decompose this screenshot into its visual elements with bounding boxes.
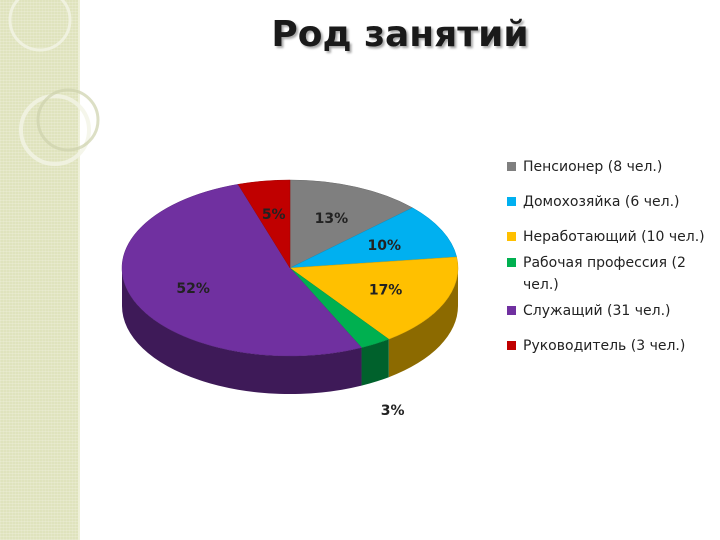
- pie-slice: [289, 179, 414, 269]
- legend-swatch: [507, 306, 516, 315]
- decorative-rings: [8, 0, 100, 166]
- pie-slice-side: [388, 268, 458, 378]
- side-panel-divider: [78, 0, 80, 540]
- pie-label-group: 13% 10% 17% 3% 52% 5%: [176, 207, 404, 419]
- legend-label: Служащий (31 чел.): [523, 303, 671, 319]
- pie-slice-side: [361, 339, 389, 386]
- data-label: 5%: [262, 207, 286, 223]
- data-label: 10%: [367, 238, 401, 254]
- pie-slice: [289, 256, 459, 340]
- pie-slice: [289, 207, 457, 269]
- legend-label: Пенсионер (8 чел.): [523, 159, 663, 175]
- legend-label: Неработающий (10 чел.): [523, 229, 705, 245]
- legend-label: Руководитель (3 чел.): [523, 338, 686, 354]
- pie-side-group: [122, 268, 458, 395]
- pie-slice: [121, 184, 362, 357]
- pie-slice-side: [122, 268, 362, 395]
- slide-title: Род занятий: [271, 14, 529, 55]
- legend-label: Рабочая профессия (2 чел.): [523, 255, 686, 293]
- legend-swatch: [507, 232, 516, 241]
- pie-top-group: [121, 179, 459, 357]
- chart-legend: Пенсионер (8 чел.) Домохозяйка (6 чел.) …: [507, 156, 712, 357]
- data-label: 17%: [369, 283, 403, 299]
- legend-item: Служащий (31 чел.): [507, 300, 712, 322]
- legend-label: Домохозяйка (6 чел.): [523, 194, 680, 210]
- legend-item: Пенсионер (8 чел.): [507, 156, 712, 178]
- pie-slice: [237, 179, 291, 269]
- legend-item: Неработающий (10 чел.): [507, 226, 712, 248]
- legend-swatch: [507, 258, 516, 267]
- legend-item: Домохозяйка (6 чел.): [507, 191, 712, 213]
- legend-swatch: [507, 162, 516, 171]
- legend-item: Руководитель (3 чел.): [507, 335, 712, 357]
- legend-item: Рабочая профессия (2 чел.): [507, 252, 712, 296]
- legend-swatch: [507, 197, 516, 206]
- data-label: 13%: [315, 211, 349, 227]
- legend-swatch: [507, 341, 516, 350]
- data-label: 52%: [176, 281, 210, 297]
- data-label: 3%: [381, 403, 405, 419]
